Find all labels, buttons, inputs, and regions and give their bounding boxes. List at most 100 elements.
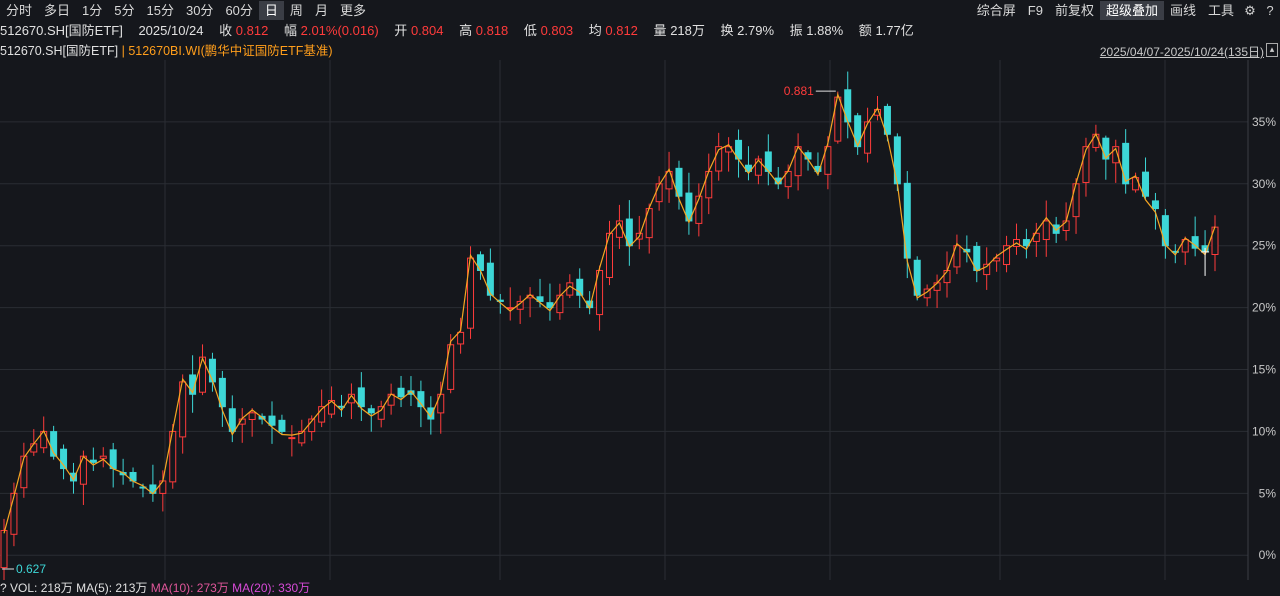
candle-body-90 <box>893 136 901 185</box>
candle-body-0 <box>0 529 8 569</box>
toolbar-right-button-5[interactable]: 工具 <box>1207 3 1234 18</box>
y-tick-label-2: 10% <box>1252 424 1276 438</box>
candle-body-76 <box>754 158 762 176</box>
candle-body-120 <box>1191 236 1199 249</box>
toolbar-right-button-2[interactable]: 前复权 <box>1054 3 1094 18</box>
candle-body-116 <box>1151 200 1159 210</box>
candle-body-49 <box>486 262 494 296</box>
period-button-0[interactable]: 分时 <box>6 3 33 18</box>
y-tick-label-5: 25% <box>1252 239 1276 253</box>
high-value: 0.818 <box>475 23 509 38</box>
toolbar-right-button-3[interactable]: 超级叠加 <box>1099 1 1164 20</box>
candle-body-58 <box>576 278 584 296</box>
candle-body-29 <box>288 437 296 440</box>
volume-prefix: ? <box>0 581 7 595</box>
candle-body-21 <box>208 358 216 383</box>
period-bar: 分时 多日 1分 5分 15分 30分 60分日周月更多 <box>0 0 372 21</box>
candle-body-55 <box>546 302 554 309</box>
toolbar-right-button-1[interactable]: F9 <box>1027 3 1043 18</box>
open-value: 0.804 <box>410 23 444 38</box>
candle-body-11 <box>109 449 117 470</box>
candle-body-117 <box>1161 215 1169 247</box>
candle-body-108 <box>1072 183 1080 218</box>
vol-value: 218万 <box>670 23 705 38</box>
candle-body-105 <box>1042 220 1050 241</box>
candle-body-19 <box>189 374 197 395</box>
candle-body-87 <box>864 121 872 154</box>
candle-body-101 <box>1003 245 1011 266</box>
period-button-8[interactable]: 周 <box>289 3 303 18</box>
period-button-5[interactable]: 30分 <box>185 3 214 18</box>
candle-body-119 <box>1181 239 1189 253</box>
candle-body-22 <box>218 377 226 408</box>
candle-body-27 <box>268 415 276 426</box>
change-label: 幅 <box>283 23 297 38</box>
overlay-benchmark[interactable]: 512670BI.WI(鹏华中证国防ETF基准) <box>128 44 333 58</box>
y-tick-label-3: 15% <box>1252 363 1276 377</box>
amplitude-label: 振 <box>789 23 803 38</box>
overlay-separator: | <box>121 44 125 58</box>
high-label: 高 <box>459 23 473 38</box>
candle-body-112 <box>1112 146 1120 164</box>
candle-body-99 <box>983 263 991 276</box>
low-label: 低 <box>523 23 537 38</box>
toolbar-right-button-4[interactable]: 画线 <box>1169 3 1196 18</box>
toolbar-right-button-0[interactable]: 综合屏 <box>976 3 1016 18</box>
candle-body-115 <box>1142 171 1150 197</box>
candle-body-1 <box>10 492 18 535</box>
period-button-3[interactable]: 5分 <box>114 3 135 18</box>
candle-body-70 <box>695 195 703 224</box>
candle-body-67 <box>665 170 673 190</box>
candle-body-96 <box>953 245 961 268</box>
candle-body-25 <box>248 412 256 421</box>
candle-body-3 <box>30 443 38 453</box>
period-button-6[interactable]: 60分 <box>225 3 253 18</box>
candle-body-111 <box>1102 137 1110 160</box>
overlay-legend: 512670.SH[国防ETF] | 512670BI.WI(鹏华中证国防ETF… <box>0 42 333 60</box>
period-button-7[interactable]: 日 <box>258 1 284 20</box>
candle-body-54 <box>536 296 544 302</box>
turnover-label: 换 <box>720 23 734 38</box>
close-value: 0.812 <box>235 23 269 38</box>
overlay-main[interactable]: 512670.SH[国防ETF] <box>0 44 119 58</box>
period-button-1[interactable]: 多日 <box>44 3 71 18</box>
vol-ma5: MA(5): 213万 <box>76 581 148 595</box>
quote-code: 512670.SH[国防ETF] <box>0 23 123 38</box>
period-button-2[interactable]: 1分 <box>82 3 103 18</box>
min-label: 0.627 <box>16 562 46 576</box>
candle-body-9 <box>89 459 97 463</box>
kline-chart[interactable]: 0% 5% 10% 15% 20% 25% 30% 35% 0.881 0.627 <box>0 60 1280 580</box>
y-tick-label-1: 5% <box>1259 486 1277 500</box>
period-button-9[interactable]: 月 <box>314 3 328 18</box>
vol-ma10: MA(10): 273万 <box>150 581 229 595</box>
max-label: 0.881 <box>784 84 814 98</box>
amplitude-value: 1.88% <box>806 23 844 38</box>
candle-body-109 <box>1082 146 1090 183</box>
candle-body-5 <box>50 431 58 457</box>
quote-date: 2025/10/24 <box>138 23 204 38</box>
candle-body-45 <box>447 344 455 390</box>
candle-body-39 <box>387 393 395 406</box>
period-button-10[interactable]: 更多 <box>339 3 366 18</box>
candle-body-92 <box>913 259 921 296</box>
collapse-icon[interactable]: ▴ <box>1266 43 1278 57</box>
period-button-4[interactable]: 15分 <box>146 3 174 18</box>
candle-body-6 <box>60 448 68 470</box>
amount-value: 1.77亿 <box>875 23 914 38</box>
gear-icon[interactable]: ⚙ <box>1244 2 1256 18</box>
y-tick-label-4: 20% <box>1252 301 1276 315</box>
candle-body-32 <box>318 406 326 423</box>
y-tick-label-7: 35% <box>1252 115 1276 129</box>
benchmark-line <box>3 92 1216 534</box>
avg-value: 0.812 <box>605 23 638 38</box>
candle-body-89 <box>883 105 891 135</box>
help-icon[interactable]: ? <box>1266 3 1274 18</box>
candle-body-83 <box>824 146 832 175</box>
candle-body-16 <box>159 480 167 494</box>
candle-body-23 <box>228 408 236 432</box>
candle-body-10 <box>99 455 107 459</box>
candle-body-28 <box>278 419 286 432</box>
date-range-label[interactable]: 2025/04/07-2025/10/24(135日) <box>1099 45 1264 59</box>
vol-text: VOL: 218万 <box>10 581 73 595</box>
candle-body-56 <box>556 294 564 314</box>
